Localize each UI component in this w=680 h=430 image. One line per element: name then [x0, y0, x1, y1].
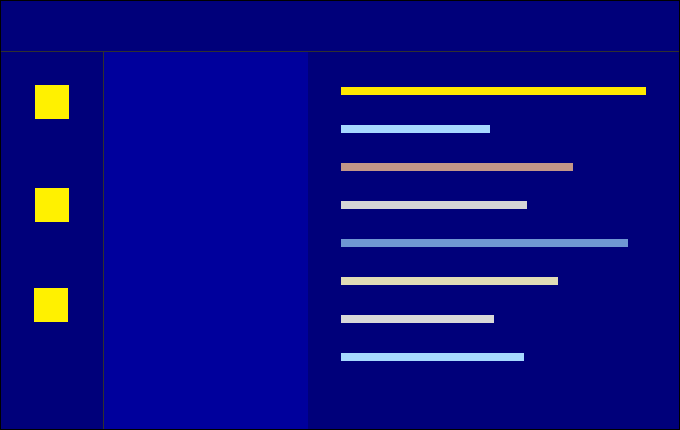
content-bar-6[interactable] — [341, 277, 558, 285]
content-list — [308, 52, 679, 429]
content-bar-8[interactable] — [341, 353, 524, 361]
content-bar-2[interactable] — [341, 125, 490, 133]
content-bar-5[interactable] — [341, 239, 628, 247]
sidebar-square-icon-3[interactable] — [34, 288, 68, 322]
content-bar-3[interactable] — [341, 163, 573, 171]
content-bar-1[interactable] — [341, 87, 646, 95]
sidebar-square-icon-1[interactable] — [35, 85, 69, 119]
top-header — [1, 1, 679, 52]
navigation-panel — [104, 52, 308, 429]
sidebar-square-icon-2[interactable] — [35, 188, 69, 222]
content-bar-4[interactable] — [341, 201, 527, 209]
content-bar-7[interactable] — [341, 315, 494, 323]
sidebar — [1, 52, 104, 429]
